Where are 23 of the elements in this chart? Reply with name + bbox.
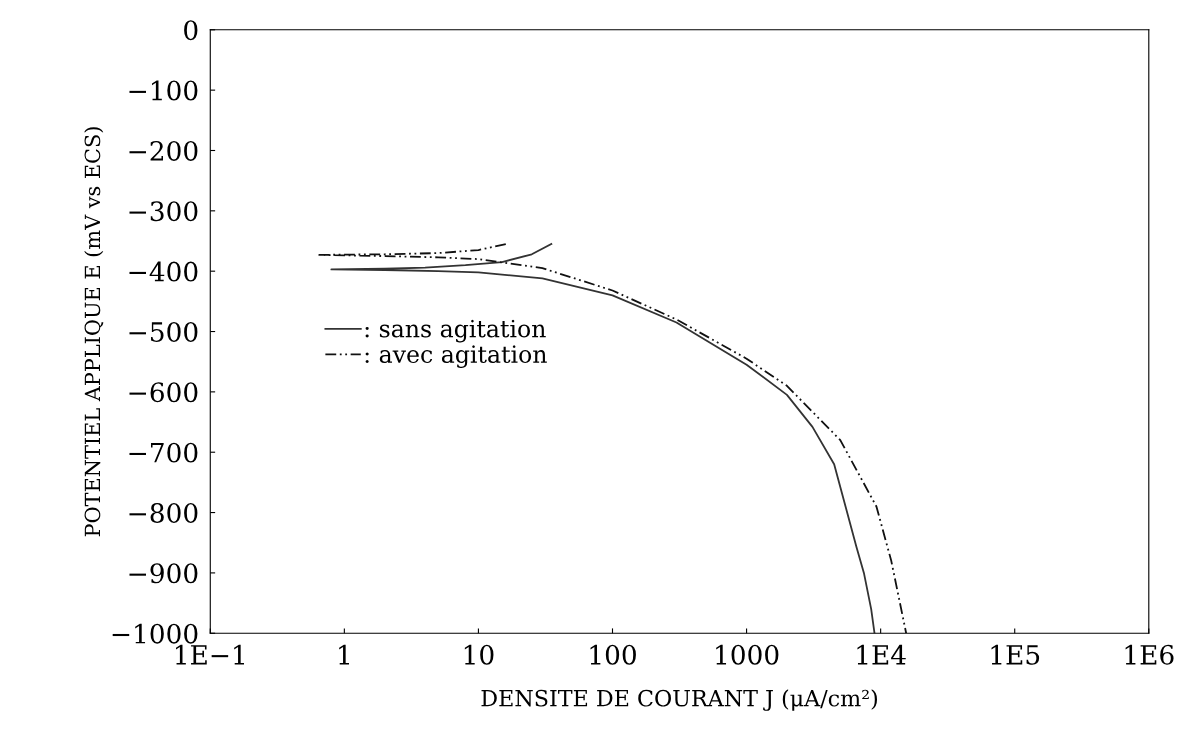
y-tick-label: −700 bbox=[129, 442, 198, 463]
y-tick-label: −800 bbox=[129, 503, 198, 523]
x-tick-label: 1000 bbox=[716, 644, 779, 665]
y-tick-label: −600 bbox=[129, 382, 198, 403]
y-tick-label: −400 bbox=[129, 261, 198, 282]
x-tick-label: 1E6 bbox=[1125, 644, 1174, 665]
y-tick-label: −300 bbox=[129, 201, 198, 222]
x-tick-label: 1E5 bbox=[991, 644, 1040, 665]
y-tick-label: −500 bbox=[129, 321, 198, 342]
y-tick-label: −900 bbox=[129, 563, 198, 584]
x-tick-label: 1 bbox=[339, 644, 349, 665]
y-tick-label: −1000 bbox=[112, 623, 198, 644]
y-tick-label: −100 bbox=[129, 80, 198, 101]
x-tick-label: 10 bbox=[464, 644, 494, 665]
legend-label: : avec agitation bbox=[365, 345, 547, 368]
x-tick-label: 1E4 bbox=[857, 644, 906, 665]
x-tick-label: 1E−1 bbox=[176, 644, 244, 665]
y-axis-title: POTENTIEL APPLIQUE E (mV vs ECS) bbox=[84, 127, 104, 537]
x-tick-label: 100 bbox=[590, 644, 636, 665]
y-tick-label: −200 bbox=[129, 140, 198, 161]
y-tick-label: 0 bbox=[184, 20, 198, 41]
legend-label: : sans agitation bbox=[365, 319, 546, 343]
x-axis-title: DENSITE DE COURANT J (μA/cm²) bbox=[481, 689, 878, 711]
